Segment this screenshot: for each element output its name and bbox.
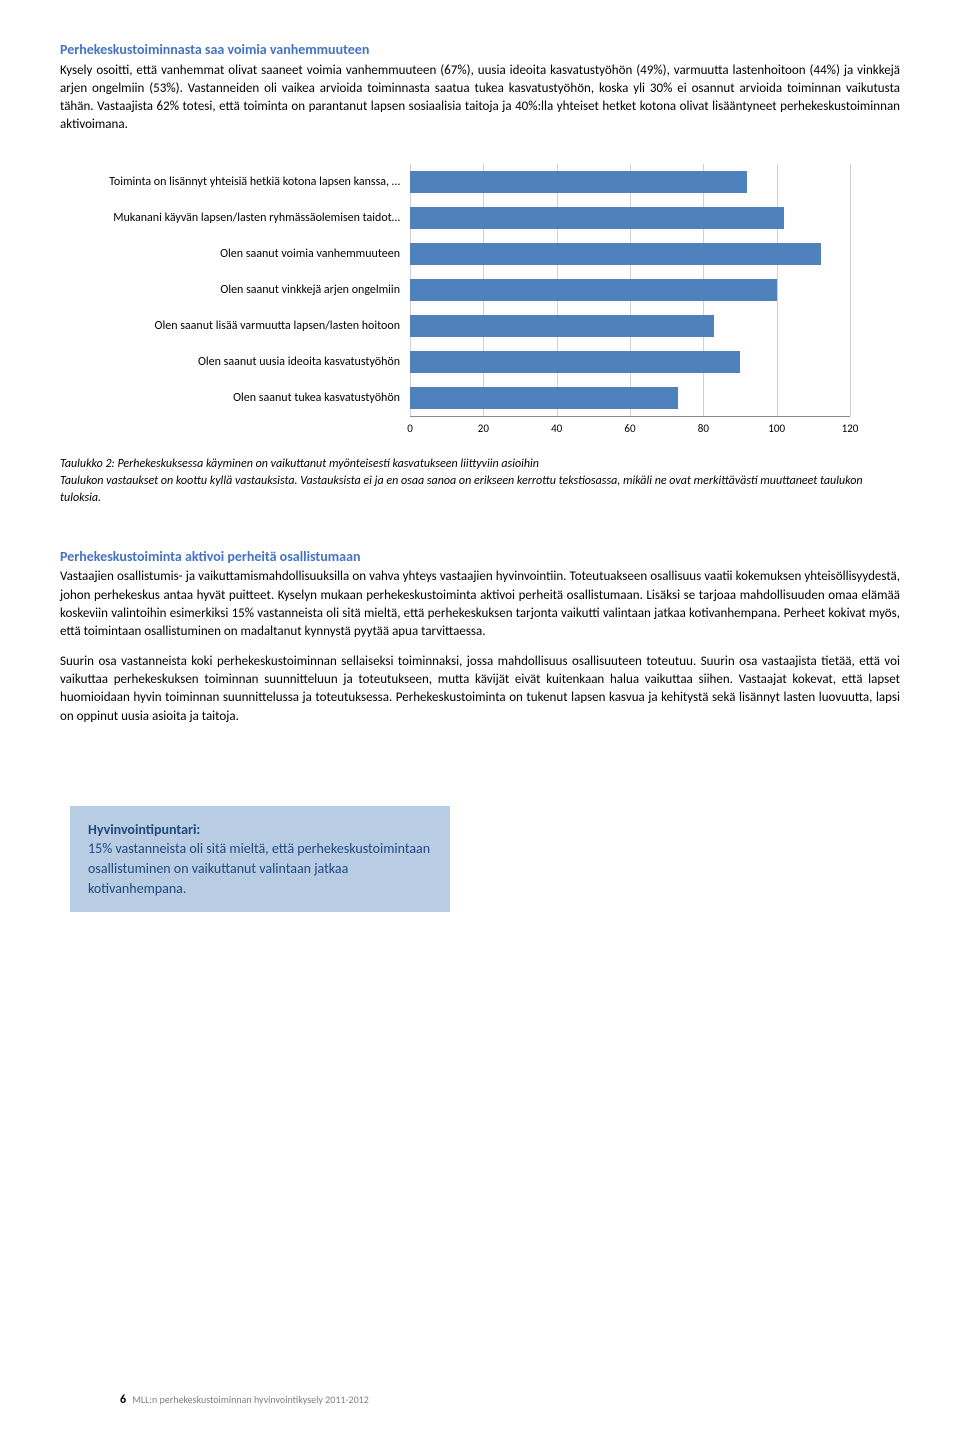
chart-bar-label: Toiminta on lisännyt yhteisiä hetkiä kot… bbox=[60, 174, 410, 191]
caption-line-1: Taulukko 2: Perhekeskuksessa käyminen on… bbox=[60, 456, 900, 473]
chart-tick: 40 bbox=[551, 421, 562, 436]
chart-row: Olen saanut uusia ideoita kasvatustyöhön bbox=[60, 344, 900, 380]
section-2: Perhekeskustoiminta aktivoi perheitä osa… bbox=[60, 547, 900, 726]
chart-bar bbox=[410, 207, 784, 229]
chart-x-axis: 020406080100120 bbox=[410, 416, 850, 436]
chart-row: Olen saanut vinkkejä arjen ongelmiin bbox=[60, 272, 900, 308]
chart-bar bbox=[410, 171, 747, 193]
chart-bar bbox=[410, 315, 714, 337]
chart-bar-horizontal: Toiminta on lisännyt yhteisiä hetkiä kot… bbox=[60, 164, 900, 436]
section-2-p2: Suurin osa vastanneista koki perhekeskus… bbox=[60, 653, 900, 726]
chart-row: Olen saanut tukea kasvatustyöhön bbox=[60, 380, 900, 416]
chart-tick: 120 bbox=[842, 421, 859, 436]
page-footer: 6 MLL:n perhekeskustoiminnan hyvinvointi… bbox=[120, 1392, 369, 1409]
chart-bar-label: Olen saanut uusia ideoita kasvatustyöhön bbox=[60, 354, 410, 371]
chart-bar-label: Olen saanut tukea kasvatustyöhön bbox=[60, 390, 410, 407]
chart-tick: 80 bbox=[698, 421, 709, 436]
callout-text: 15% vastanneista oli sitä mieltä, että p… bbox=[88, 839, 432, 898]
chart-tick: 0 bbox=[407, 421, 413, 436]
section-1-body: Kysely osoitti, että vanhemmat olivat sa… bbox=[60, 62, 900, 135]
chart-bar bbox=[410, 279, 777, 301]
page-number: 6 bbox=[120, 1393, 126, 1407]
chart-row: Olen saanut voimia vanhemmuuteen bbox=[60, 236, 900, 272]
chart-tick: 60 bbox=[624, 421, 635, 436]
section-1: Perhekeskustoiminnasta saa voimia vanhem… bbox=[60, 40, 900, 134]
footer-text: MLL:n perhekeskustoiminnan hyvinvointiky… bbox=[132, 1393, 368, 1406]
chart-row: Toiminta on lisännyt yhteisiä hetkiä kot… bbox=[60, 164, 900, 200]
section-1-title: Perhekeskustoiminnasta saa voimia vanhem… bbox=[60, 40, 900, 60]
chart-tick: 20 bbox=[478, 421, 489, 436]
chart-caption: Taulukko 2: Perhekeskuksessa käyminen on… bbox=[60, 456, 900, 506]
section-2-title: Perhekeskustoiminta aktivoi perheitä osa… bbox=[60, 547, 900, 567]
chart-bar bbox=[410, 387, 678, 409]
chart-bar-label: Olen saanut lisää varmuutta lapsen/laste… bbox=[60, 318, 410, 335]
callout-title: Hyvinvointipuntari: bbox=[88, 820, 432, 840]
chart-bar-label: Mukanani käyvän lapsen/lasten ryhmässäol… bbox=[60, 210, 410, 227]
caption-line-2: Taulukon vastaukset on koottu kyllä vast… bbox=[60, 473, 900, 507]
chart-bar bbox=[410, 243, 821, 265]
chart-bar-label: Olen saanut vinkkejä arjen ongelmiin bbox=[60, 282, 410, 299]
callout-box: Hyvinvointipuntari: 15% vastanneista oli… bbox=[70, 806, 450, 912]
chart-tick: 100 bbox=[768, 421, 785, 436]
chart-bar-label: Olen saanut voimia vanhemmuuteen bbox=[60, 246, 410, 263]
section-2-p1: Vastaajien osallistumis- ja vaikuttamism… bbox=[60, 568, 900, 641]
chart-row: Olen saanut lisää varmuutta lapsen/laste… bbox=[60, 308, 900, 344]
chart-row: Mukanani käyvän lapsen/lasten ryhmässäol… bbox=[60, 200, 900, 236]
chart-bar bbox=[410, 351, 740, 373]
